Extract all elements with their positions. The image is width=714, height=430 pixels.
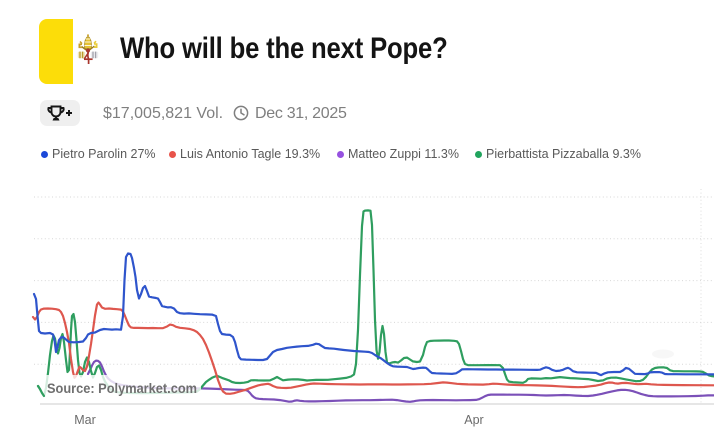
svg-text:Source: Polymarket.com: Source: Polymarket.com — [47, 380, 197, 396]
svg-text:Apr: Apr — [464, 413, 483, 427]
svg-text:Mar: Mar — [74, 413, 96, 427]
